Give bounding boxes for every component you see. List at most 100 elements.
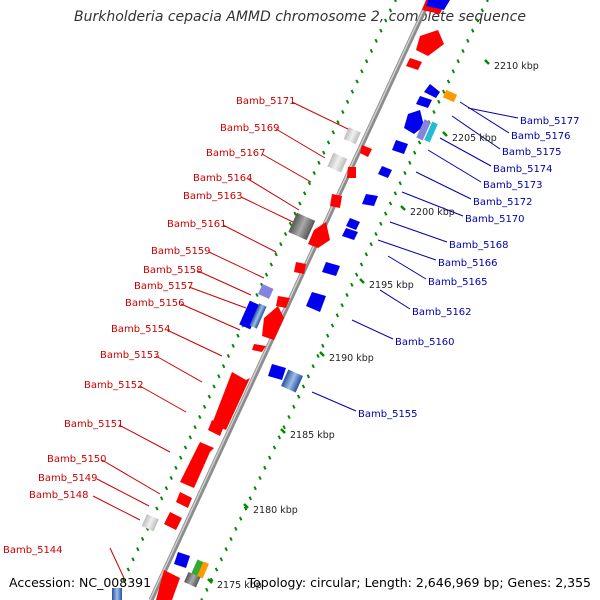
gene-bamb-5151[interactable]: [208, 420, 224, 436]
tick-mark: [229, 536, 233, 542]
gene-bamb-5153[interactable]: [252, 344, 266, 352]
tick-mark: [388, 201, 393, 206]
gene-bamb-5172[interactable]: [378, 166, 392, 178]
tick-mark: [350, 282, 354, 287]
tick-mark: [217, 374, 221, 379]
gene-label-forward[interactable]: Bamb_5148: [29, 490, 89, 501]
gene-bottom-gray[interactable]: [184, 571, 201, 588]
gene-bamb-5150[interactable]: [180, 442, 214, 488]
gene-label-forward[interactable]: Bamb_5161: [167, 219, 227, 230]
gene-label-forward[interactable]: Bamb_5169: [220, 123, 280, 134]
gene-label-reverse[interactable]: Bamb_5160: [395, 337, 455, 348]
gene-label-reverse[interactable]: Bamb_5170: [465, 214, 525, 225]
gene-label-forward[interactable]: Bamb_5158: [143, 265, 203, 276]
gene-bamb-5154[interactable]: [262, 306, 284, 340]
tick-mark: [183, 445, 188, 450]
gene-bamb-5156[interactable]: [239, 300, 261, 330]
gene-bamb-5173[interactable]: [392, 140, 408, 154]
gene-label-reverse[interactable]: Bamb_5162: [412, 307, 472, 318]
gene-label-forward[interactable]: Bamb_5154: [111, 324, 171, 335]
gene-label-reverse[interactable]: Bamb_5176: [511, 131, 571, 142]
gene-label-forward[interactable]: Bamb_5152: [84, 380, 144, 391]
tick-mark: [202, 404, 207, 409]
gene-bottom-reverse[interactable]: [174, 552, 190, 568]
gene-label-forward[interactable]: Bamb_5167: [206, 148, 266, 159]
leader-line: [101, 459, 161, 495]
accession-text: Accession: NC_008391: [9, 575, 152, 590]
gene-bamb-5162[interactable]: [306, 292, 326, 312]
tick-mark: [283, 231, 288, 237]
gene-bamb-5171-box[interactable]: [343, 127, 361, 145]
gene-label-reverse[interactable]: Bamb_5155: [358, 409, 418, 420]
scale-label: 2190 kbp: [329, 353, 374, 364]
gene-label-reverse[interactable]: Bamb_5174: [493, 164, 553, 175]
gene-bamb-5177-box[interactable]: [442, 89, 458, 103]
tick-mark: [267, 455, 272, 460]
scale-label: 2205 kbp: [452, 133, 497, 144]
gene-label-reverse[interactable]: Bamb_5166: [438, 258, 498, 269]
tick-mark: [312, 170, 316, 176]
gene-label-reverse[interactable]: Bamb_5177: [520, 116, 580, 127]
tick-mark: [388, 8, 393, 13]
gene-label-forward[interactable]: Bamb_5153: [100, 350, 160, 361]
gene-top-forward-2[interactable]: [406, 58, 422, 70]
tick-mark: [461, 48, 465, 54]
gene-bamb-5177[interactable]: [424, 84, 440, 98]
leader-line: [109, 547, 125, 579]
major-tick: [319, 351, 325, 357]
scale-label: 2185 kbp: [290, 430, 335, 441]
gene-bamb-5163[interactable]: [288, 212, 316, 241]
gene-bamb-5144-box[interactable]: [112, 588, 122, 600]
gene-bamb-5158[interactable]: [258, 283, 274, 299]
gene-label-forward[interactable]: Bamb_5156: [125, 298, 185, 309]
gene-bamb-5157[interactable]: [276, 296, 290, 308]
gene-label-forward[interactable]: Bamb_5157: [134, 281, 194, 292]
gene-bamb-5170[interactable]: [362, 194, 378, 206]
gene-bamb-5167[interactable]: [347, 167, 356, 178]
gene-bamb-5176[interactable]: [416, 96, 432, 108]
gene-bamb-5144[interactable]: [156, 570, 180, 600]
tick-mark: [131, 557, 135, 562]
gene-label-reverse[interactable]: Bamb_5173: [483, 180, 543, 191]
gene-label-forward[interactable]: Bamb_5171: [236, 96, 296, 107]
gene-bamb-5161[interactable]: [308, 222, 330, 248]
tick-mark: [403, 170, 407, 176]
tick-mark: [287, 414, 291, 420]
gene-bamb-5174[interactable]: [416, 119, 431, 141]
gene-bamb-5166[interactable]: [342, 228, 358, 240]
gene-bamb-5152[interactable]: [212, 372, 250, 430]
gene-bamb-5175[interactable]: [404, 110, 424, 134]
gene-label-forward[interactable]: Bamb_5163: [183, 191, 243, 202]
gene-bamb-5148[interactable]: [164, 512, 182, 530]
gene-bamb-5169[interactable]: [327, 152, 348, 173]
gene-top-forward[interactable]: [416, 30, 444, 56]
gene-bamb-5165[interactable]: [322, 262, 340, 276]
tick-mark: [369, 48, 374, 54]
gene-label-reverse[interactable]: Bamb_5165: [428, 277, 488, 288]
gene-label-reverse[interactable]: Bamb_5172: [473, 197, 533, 208]
gene-label-forward[interactable]: Bamb_5151: [64, 419, 124, 430]
gene-bamb-5149[interactable]: [176, 492, 192, 508]
gene-bamb-5168[interactable]: [346, 218, 360, 230]
gene-bottom-green[interactable]: [191, 559, 204, 577]
gene-label-forward[interactable]: Bamb_5159: [151, 246, 211, 257]
gene-label-reverse[interactable]: Bamb_5168: [449, 240, 509, 251]
gene-top-reverse[interactable]: [426, 0, 450, 10]
gene-label-forward[interactable]: Bamb_5149: [38, 473, 98, 484]
gene-bamb-5164[interactable]: [330, 194, 342, 208]
gene-label-reverse[interactable]: Bamb_5175: [502, 147, 562, 158]
gene-label-forward[interactable]: Bamb_5164: [193, 173, 253, 184]
gene-bamb-5159[interactable]: [294, 262, 306, 274]
gene-label-forward[interactable]: Bamb_5144: [3, 545, 63, 556]
gene-bottom-orange[interactable]: [197, 561, 209, 579]
gene-bamb-5148-box[interactable]: [141, 514, 159, 532]
gene-bamb-5174b[interactable]: [424, 121, 438, 143]
gene-bamb-5160[interactable]: [268, 364, 286, 380]
gene-label-forward[interactable]: Bamb_5150: [47, 454, 107, 465]
scale-labels: 2175 kbp 2180 kbp 2185 kbp 2190 kbp 2195 kbp…: [207, 59, 539, 591]
tick-mark: [355, 79, 359, 84]
tick-mark: [292, 404, 296, 409]
gene-bamb-5155[interactable]: [281, 369, 303, 393]
gene-bamb-5171[interactable]: [360, 145, 372, 157]
gene-bamb-5156b[interactable]: [249, 303, 267, 329]
